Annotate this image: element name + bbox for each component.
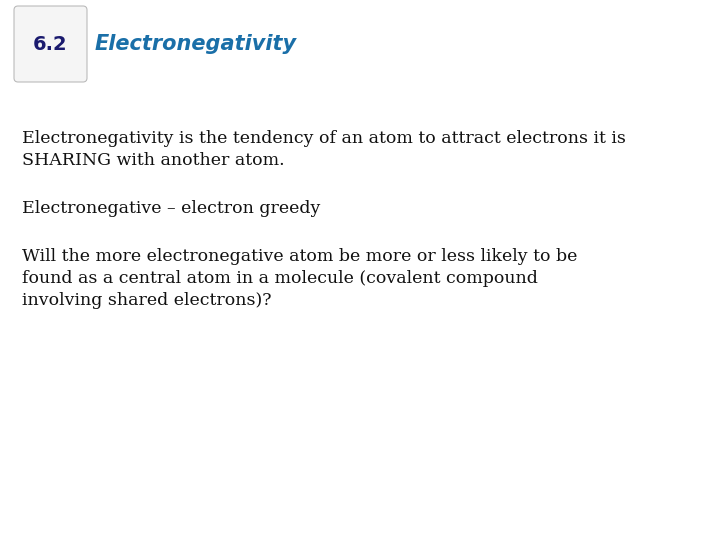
Text: SHARING with another atom.: SHARING with another atom. xyxy=(22,152,284,169)
Text: Electronegative – electron greedy: Electronegative – electron greedy xyxy=(22,200,320,217)
FancyBboxPatch shape xyxy=(14,6,87,82)
Text: Electronegativity is the tendency of an atom to attract electrons it is: Electronegativity is the tendency of an … xyxy=(22,130,626,147)
Text: found as a central atom in a molecule (covalent compound: found as a central atom in a molecule (c… xyxy=(22,270,538,287)
Text: 6.2: 6.2 xyxy=(33,35,68,53)
Text: involving shared electrons)?: involving shared electrons)? xyxy=(22,292,271,309)
Text: Electronegativity: Electronegativity xyxy=(95,34,297,54)
Text: Will the more electronegative atom be more or less likely to be: Will the more electronegative atom be mo… xyxy=(22,248,577,265)
